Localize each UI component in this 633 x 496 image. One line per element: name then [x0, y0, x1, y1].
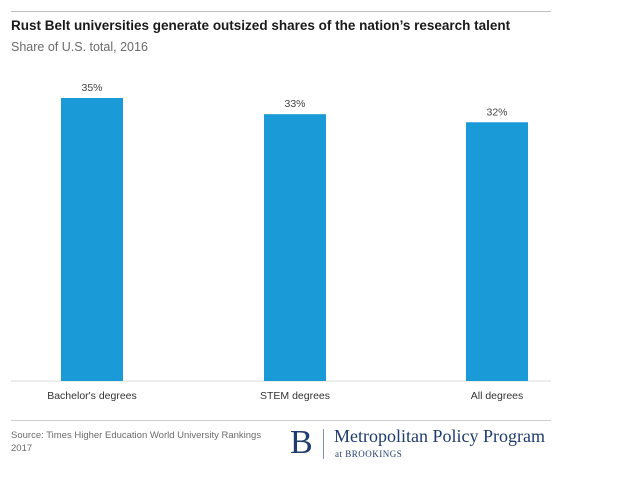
bar-1 — [264, 114, 326, 382]
program-affiliation: at BROOKINGS — [335, 449, 403, 459]
bar-0 — [61, 98, 123, 381]
top-rule — [11, 11, 551, 12]
program-name: Metropolitan Policy Program — [334, 426, 545, 446]
data-label-0: 35% — [81, 82, 102, 94]
bar-2 — [466, 122, 528, 381]
chart-subtitle: Share of U.S. total, 2016 — [11, 40, 148, 54]
data-label-2: 32% — [486, 106, 507, 118]
category-label-2: All degrees — [471, 390, 524, 402]
data-label-1: 33% — [284, 98, 305, 110]
source-note: Source: Times Higher Education World Uni… — [11, 430, 262, 454]
category-label-1: STEM degrees — [260, 390, 330, 402]
brookings-logo-letter: B — [290, 424, 313, 461]
category-label-0: Bachelor's degrees — [47, 390, 137, 402]
chart-title: Rust Belt universities generate outsized… — [11, 18, 511, 33]
logo-divider — [323, 429, 324, 459]
bar-chart: 35% Bachelor's degrees 33% STEM degrees 32% A… — [11, 82, 551, 402]
footer-rule — [11, 420, 551, 421]
bars-group: 35% Bachelor's degrees 33% STEM degrees 32% A… — [47, 82, 528, 402]
